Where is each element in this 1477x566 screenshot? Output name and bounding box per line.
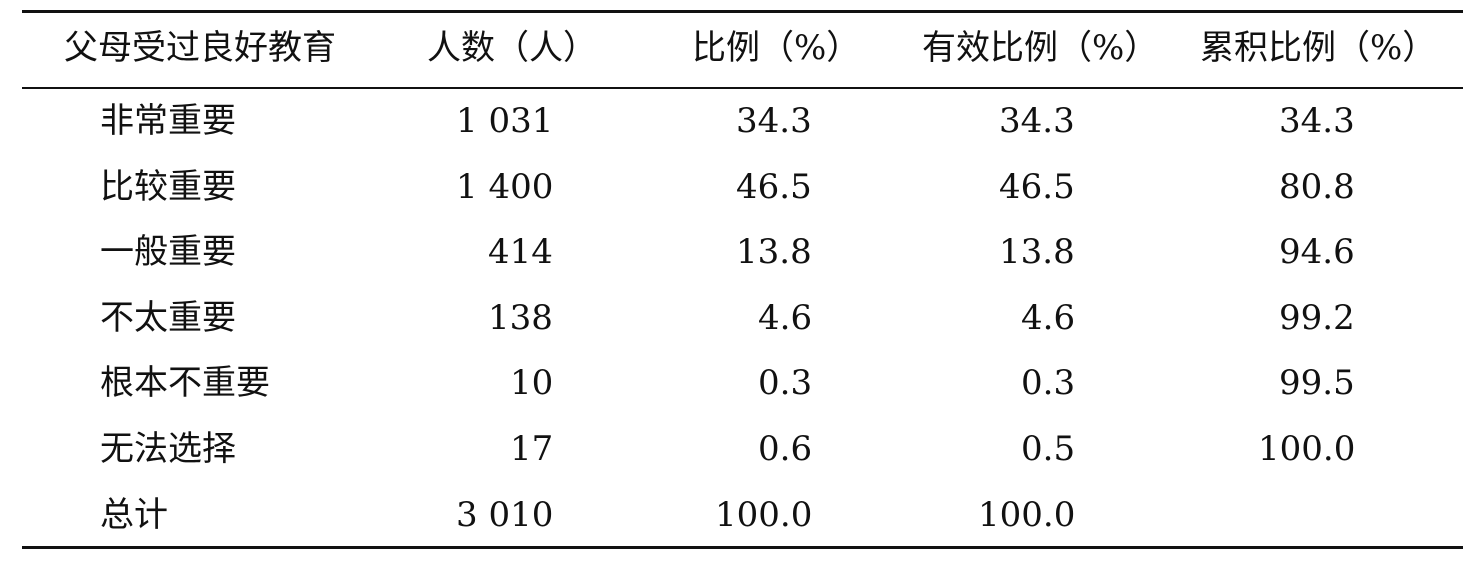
header-cell: 人数（人） (427, 28, 597, 68)
bottom-rule (22, 546, 1463, 549)
data-cell: 0.5 (1021, 429, 1076, 469)
data-cell: 10 (510, 363, 554, 404)
top-rule (22, 10, 1463, 13)
data-cell: 1 400 (456, 166, 554, 207)
data-cell: 0.3 (758, 363, 813, 404)
data-cell: 1 031 (456, 101, 554, 141)
data-cell: 100.0 (1258, 429, 1356, 469)
header-rule (22, 87, 1463, 89)
data-cell: 4.6 (1021, 297, 1076, 338)
data-cell: 17 (510, 429, 554, 469)
row-label: 无法选择 (100, 429, 236, 469)
row-label: 根本不重要 (100, 363, 270, 404)
row-label: 比较重要 (100, 166, 236, 207)
data-cell: 138 (488, 297, 553, 338)
data-cell: 46.5 (736, 166, 812, 207)
header-cell: 有效比例（%） (922, 28, 1159, 68)
data-cell: 4.6 (758, 297, 813, 338)
data-cell: 0.3 (1021, 363, 1076, 404)
data-cell: 80.8 (1279, 166, 1355, 207)
row-label: 不太重要 (100, 297, 236, 338)
row-label: 总计 (100, 494, 168, 535)
data-cell: 99.2 (1279, 297, 1355, 338)
data-cell: 3 010 (456, 494, 554, 535)
data-cell: 414 (488, 232, 553, 273)
row-label: 非常重要 (100, 101, 236, 141)
data-cell: 100.0 (715, 494, 813, 535)
data-cell: 0.6 (758, 429, 813, 469)
data-cell: 99.5 (1279, 363, 1355, 404)
data-cell: 34.3 (1279, 101, 1355, 141)
data-cell: 13.8 (999, 232, 1075, 273)
data-cell: 94.6 (1279, 232, 1355, 273)
header-cell: 比例（%） (692, 28, 861, 68)
row-label: 一般重要 (100, 232, 236, 273)
header-cell: 累积比例（%） (1200, 28, 1437, 68)
data-cell: 46.5 (999, 166, 1075, 207)
data-cell: 34.3 (999, 101, 1075, 141)
header-cell: 父母受过良好教育 (64, 28, 336, 68)
data-cell: 13.8 (736, 232, 812, 273)
data-cell: 100.0 (978, 494, 1076, 535)
data-cell: 34.3 (736, 101, 812, 141)
